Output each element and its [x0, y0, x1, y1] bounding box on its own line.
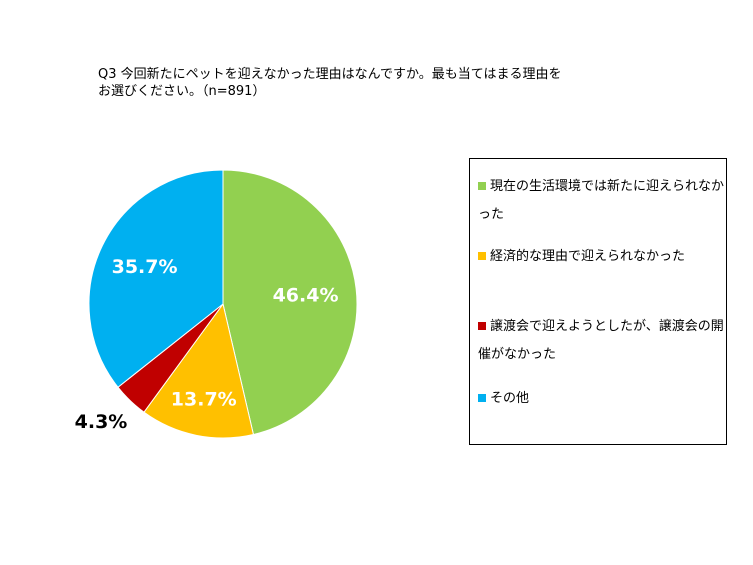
legend-item-living-environment: 現在の生活環境では新たに迎えられなかった: [478, 173, 726, 229]
pie-slice-economic: [143, 302, 255, 439]
legend: 現在の生活環境では新たに迎えられなかった 経済的な理由で迎えられなかった 譲渡会…: [469, 158, 727, 445]
pie-slice-living-environment: [222, 169, 358, 436]
legend-swatch-green: [478, 182, 486, 190]
pie-slice-other: [88, 169, 224, 388]
legend-label: その他: [490, 391, 530, 406]
legend-swatch-blue: [478, 394, 486, 402]
data-label-economic: 13.7%: [171, 389, 237, 411]
chart-title: Q3 今回新たにペットを迎えなかった理由はなんですか。最も当てはまる理由を お選…: [98, 67, 562, 99]
legend-item-adoption-event: 譲渡会で迎えようとしたが、譲渡会の開催がなかった: [478, 313, 726, 369]
data-label-adoption-event: 4.3%: [75, 411, 128, 433]
legend-item-economic: 経済的な理由で迎えられなかった: [478, 243, 726, 271]
legend-item-other: その他: [478, 385, 726, 413]
legend-swatch-red: [478, 322, 486, 330]
data-label-living-environment: 46.4%: [273, 285, 339, 307]
data-label-other: 35.7%: [112, 256, 178, 278]
legend-swatch-yellow: [478, 252, 486, 260]
legend-label: 譲渡会で迎えようとしたが、譲渡会の開催がなかった: [478, 319, 724, 362]
legend-label: 現在の生活環境では新たに迎えられなかった: [478, 179, 725, 222]
legend-label: 経済的な理由で迎えられなかった: [490, 249, 686, 264]
